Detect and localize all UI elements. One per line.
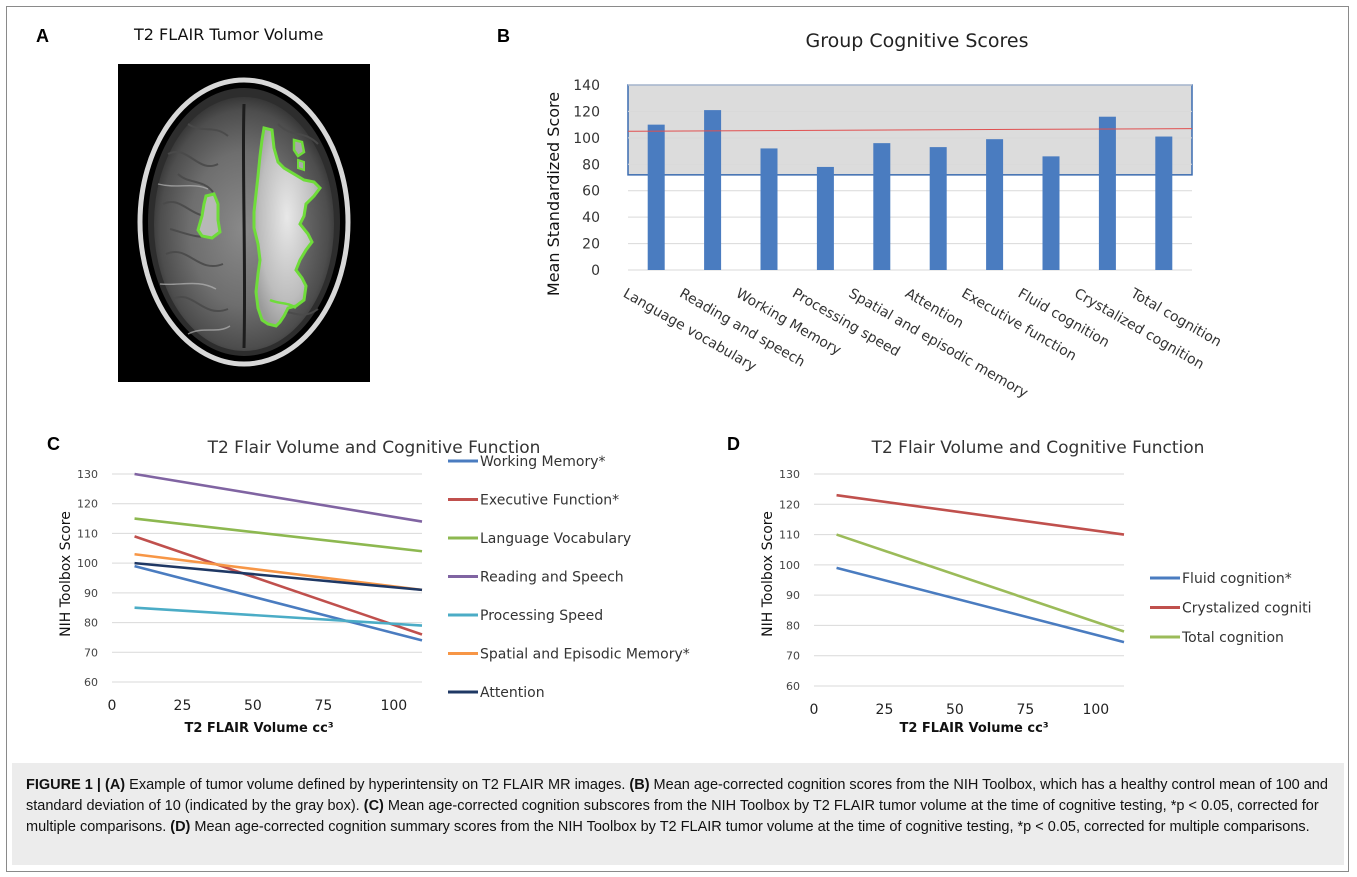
series-line xyxy=(134,561,423,592)
y-tick-label: 60 xyxy=(786,680,800,693)
series-line xyxy=(836,566,1125,644)
tumor-outline-large xyxy=(252,126,322,328)
caption-a-text: Example of tumor volume defined by hyper… xyxy=(125,777,630,793)
y-tick-label: 60 xyxy=(582,184,600,200)
legend-label: Total cognition xyxy=(1181,630,1284,646)
series-line xyxy=(134,564,423,642)
chart-b: Group Cognitive Scores Mean Standardized… xyxy=(544,30,1224,402)
y-tick-label: 100 xyxy=(573,131,600,147)
y-tick-label: 120 xyxy=(77,498,98,511)
y-tick-label: 120 xyxy=(573,104,600,120)
y-tick-label: 40 xyxy=(582,210,600,226)
y-tick-label: 70 xyxy=(84,646,98,659)
caption-d-tag: (D) xyxy=(170,819,191,835)
legend-label: Executive Function* xyxy=(480,493,619,509)
series-line xyxy=(134,552,423,592)
panel-d-letter: D xyxy=(727,434,740,454)
y-tick-label: 100 xyxy=(77,557,98,570)
x-tick-label: 0 xyxy=(810,702,819,718)
chart-b-ylabel: Mean Standardized Score xyxy=(544,92,563,296)
series-line xyxy=(836,533,1125,633)
legend-label: Reading and Speech xyxy=(480,570,624,586)
series-line xyxy=(134,472,423,523)
chart-b-title: Group Cognitive Scores xyxy=(806,30,1029,52)
y-tick-label: 100 xyxy=(779,559,800,572)
chart-c-xlabel: T2 FLAIR Volume cc³ xyxy=(184,721,333,736)
x-tick-label: 0 xyxy=(108,698,117,714)
y-tick-label: 80 xyxy=(582,157,600,173)
reference-line xyxy=(627,128,1193,132)
legend-label: Processing Speed xyxy=(480,608,603,624)
panel-c-letter: C xyxy=(47,434,60,454)
x-tick-label: 25 xyxy=(174,698,192,714)
figure-caption: FIGURE 1 | (A) Example of tumor volume d… xyxy=(12,763,1344,865)
caption-c-tag: (C) xyxy=(363,798,384,814)
chart-c: T2 Flair Volume and Cognitive Function T… xyxy=(58,438,690,736)
bar xyxy=(1042,156,1060,270)
y-tick-label: 20 xyxy=(582,237,600,253)
chart-d-xlabel: T2 FLAIR Volume cc³ xyxy=(899,721,1048,736)
bar xyxy=(1098,116,1116,270)
bar xyxy=(1155,136,1173,270)
caption-b-text: Mean age-corrected cognition scores from… xyxy=(26,777,1328,814)
y-tick-label: 140 xyxy=(573,78,600,94)
y-tick-label: 120 xyxy=(779,498,800,511)
legend-label: Working Memory* xyxy=(480,454,606,470)
series-line xyxy=(134,517,423,553)
y-tick-label: 60 xyxy=(84,676,98,689)
series-line xyxy=(836,493,1125,536)
panel-a-letter: A xyxy=(36,26,49,46)
x-tick-label: 50 xyxy=(244,698,262,714)
legend-label: Fluid cognition* xyxy=(1182,571,1292,587)
y-tick-label: 130 xyxy=(77,468,98,481)
figure-frame xyxy=(6,6,1349,872)
y-tick-label: 110 xyxy=(77,527,98,540)
bar xyxy=(816,166,834,270)
y-tick-label: 90 xyxy=(84,587,98,600)
mri-image xyxy=(118,64,370,382)
y-tick-label: 90 xyxy=(786,589,800,602)
y-tick-label: 130 xyxy=(779,468,800,481)
x-tick-label: 100 xyxy=(1082,702,1109,718)
series-line xyxy=(134,535,423,636)
y-tick-label: 80 xyxy=(84,617,98,630)
y-tick-label: 0 xyxy=(591,263,600,279)
panel-b-letter: B xyxy=(497,26,510,46)
bar xyxy=(986,139,1004,270)
bar xyxy=(704,110,722,270)
bar xyxy=(873,143,891,270)
tumor-outline-small xyxy=(196,192,222,240)
legend-label: Language Vocabulary xyxy=(480,531,631,547)
chart-c-title: T2 Flair Volume and Cognitive Function xyxy=(207,438,541,458)
x-tick-label: 75 xyxy=(314,698,332,714)
legend-label: Spatial and Episodic Memory* xyxy=(480,647,690,663)
caption-c-text: Mean age-corrected cognition subscores f… xyxy=(26,798,1319,835)
caption-a-tag: (A) xyxy=(105,777,126,793)
bar xyxy=(760,148,778,270)
chart-c-ylabel: NIH Toolbox Score xyxy=(58,511,74,637)
x-tick-label: 100 xyxy=(380,698,407,714)
bar xyxy=(647,124,665,271)
legend-label: Crystalized cognition xyxy=(1182,601,1312,617)
chart-d: T2 Flair Volume and Cognitive Function T… xyxy=(760,438,1312,736)
y-tick-label: 110 xyxy=(779,529,800,542)
chart-d-ylabel: NIH Toolbox Score xyxy=(760,511,776,637)
panel-a-title: T2 FLAIR Tumor Volume xyxy=(134,25,324,44)
y-tick-label: 80 xyxy=(786,619,800,632)
x-tick-label: 75 xyxy=(1016,702,1034,718)
caption-b-tag: (B) xyxy=(629,777,650,793)
caption-label: FIGURE 1 | xyxy=(26,777,101,793)
legend-label: Attention xyxy=(480,685,545,701)
x-tick-label: 50 xyxy=(946,702,964,718)
y-tick-label: 70 xyxy=(786,650,800,663)
series-line xyxy=(134,606,423,627)
bar xyxy=(929,147,947,270)
chart-d-title: T2 Flair Volume and Cognitive Function xyxy=(871,438,1205,458)
x-tick-label: 25 xyxy=(876,702,894,718)
caption-d-text: Mean age-corrected cognition summary sco… xyxy=(190,819,1310,835)
